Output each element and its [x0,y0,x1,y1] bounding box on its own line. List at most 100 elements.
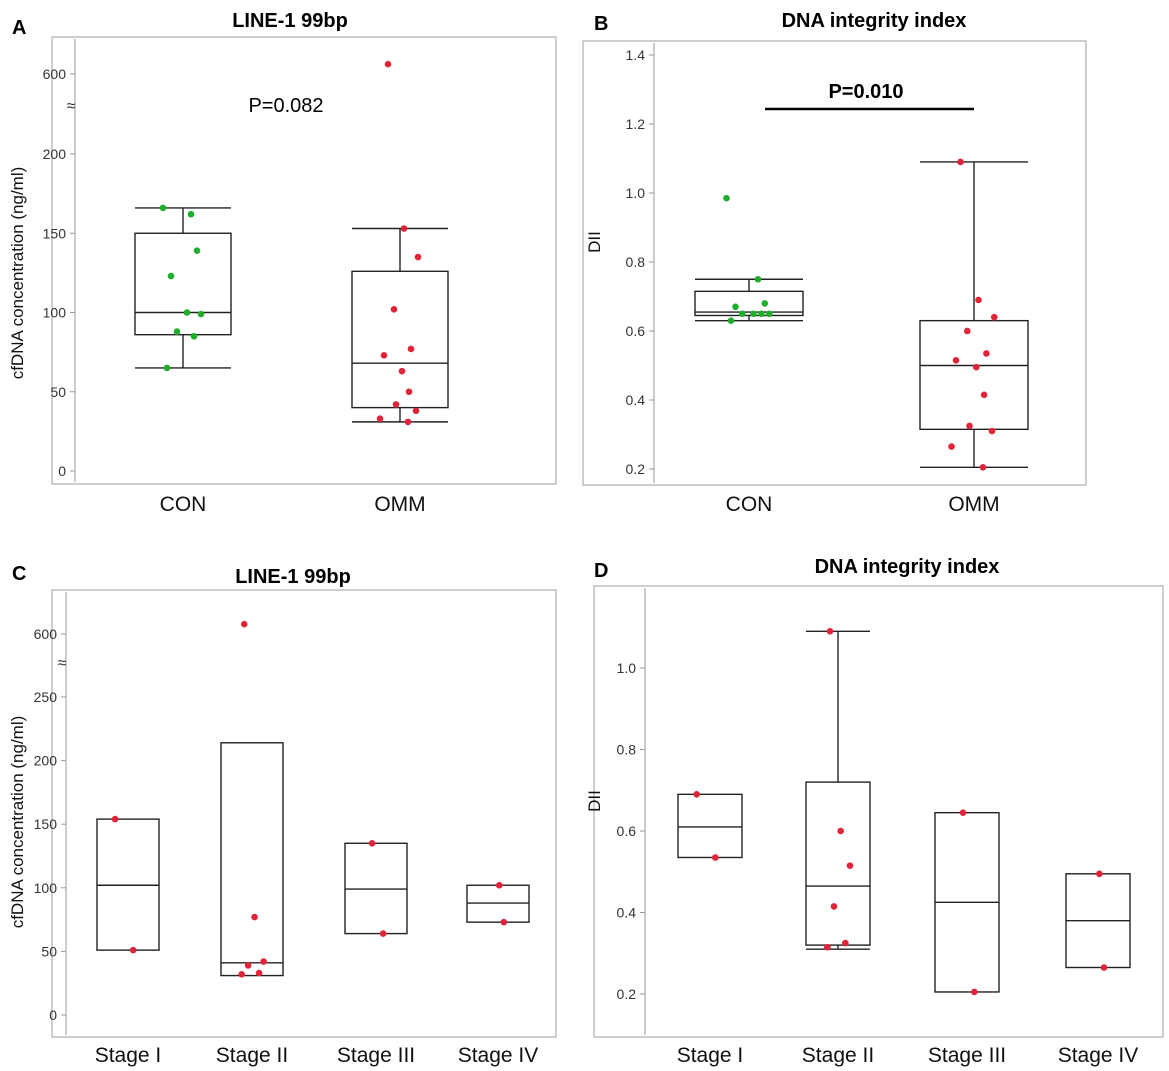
data-point [398,367,406,375]
y-tick-label: 250 [34,689,58,705]
data-point [255,969,263,977]
panel-title: LINE-1 99bp [235,566,351,588]
plot-frame [582,40,1087,486]
data-point [765,310,773,318]
data-point [376,415,384,422]
x-category-label: Stage I [677,1044,744,1067]
data-point [990,313,998,321]
panel-letter: C [12,563,26,585]
data-point [758,310,765,318]
x-category-label: CON [726,493,773,516]
data-point [750,310,757,318]
y-tick-label: 50 [41,943,57,959]
data-point [183,309,191,316]
axis-break-icon: ≈ [58,655,67,672]
box-body [220,742,284,977]
data-point [980,391,988,399]
y-tick-label: 1.0 [617,660,637,676]
box-stage-i [677,791,743,861]
data-point [404,418,412,426]
y-tick-label: 600 [43,66,67,82]
box-body [694,290,804,317]
y-tick-label: 100 [34,880,58,896]
x-category-label: Stage II [216,1044,288,1067]
box-stage-iii [344,839,408,937]
y-tick-label: 0 [58,463,66,479]
x-category-label: Stage II [802,1044,874,1067]
x-category-label: CON [160,493,207,516]
data-point [971,988,978,996]
box-stage-iv [466,881,530,926]
data-point [495,881,503,889]
x-category-label: OMM [374,493,425,516]
data-point [384,60,392,68]
box-stage-ii [805,628,871,951]
data-point [952,357,960,364]
data-point [846,862,854,869]
data-point [830,903,838,910]
panel-D: D DNA integrity index 0.2 0.4 0.6 0.8 1.0 DII St… [585,556,1164,1067]
data-point [380,351,388,359]
data-point [972,363,980,371]
y-tick-label: 0 [49,1007,57,1023]
x-category-label: Stage IV [458,1044,539,1067]
data-point [400,225,408,232]
data-point [129,946,137,954]
panel-letter: A [12,17,26,39]
y-axis-title: DII [585,231,604,253]
panel-letter: D [594,560,608,582]
data-point [500,918,508,926]
data-point [1096,870,1103,878]
y-tick-label: 1.0 [626,185,646,201]
y-axis-title: cfDNA concentration (ng/ml) [8,716,27,929]
panel-A: A LINE-1 99bp 0 50 100 150 200 600≈ cfDNA concen… [8,10,557,516]
data-point [948,443,955,450]
data-point [842,939,849,947]
data-point [712,854,719,861]
data-point [193,247,201,254]
data-point [414,253,422,261]
box-omm [351,60,449,426]
box-body [134,232,232,336]
data-point [983,350,990,357]
data-point [368,839,376,847]
data-point [975,296,982,304]
box-stage-i [96,815,160,954]
data-point [826,628,834,635]
data-point [251,913,258,921]
y-tick-label: 150 [34,816,58,832]
box-omm [919,158,1029,471]
data-point [190,332,198,340]
box-body [805,781,871,946]
plot-frame [51,36,557,485]
panel-letter: B [594,13,608,35]
x-category-label: OMM [948,493,999,516]
y-tick-label: 0.6 [617,823,637,839]
data-point [732,303,739,311]
y-tick-label: 600 [34,626,58,642]
y-tick-label: 50 [50,384,66,400]
data-point [159,204,167,212]
data-point [988,427,996,435]
y-tick-label: 100 [43,305,67,321]
y-tick-label: 1.4 [626,47,646,63]
panel-title: LINE-1 99bp [232,10,348,32]
data-point [824,943,831,951]
panel-C: C LINE-1 99bp 0 50 100 150 200 250 600≈ cfDNA con… [8,563,557,1067]
data-point [260,958,267,965]
x-category-label: Stage III [928,1044,1006,1067]
data-point [392,401,400,408]
box-body [677,793,743,859]
p-value-label: P=0.010 [828,81,903,103]
data-point [197,310,205,318]
y-tick-label: 0.6 [626,323,646,339]
data-point [979,463,987,471]
data-point [405,388,413,396]
data-point [723,194,730,202]
y-tick-label: 0.8 [626,254,646,270]
box-body [351,270,449,409]
data-point [173,328,181,335]
plot-frame [51,589,557,1038]
data-point [379,930,387,937]
data-point [837,827,844,835]
